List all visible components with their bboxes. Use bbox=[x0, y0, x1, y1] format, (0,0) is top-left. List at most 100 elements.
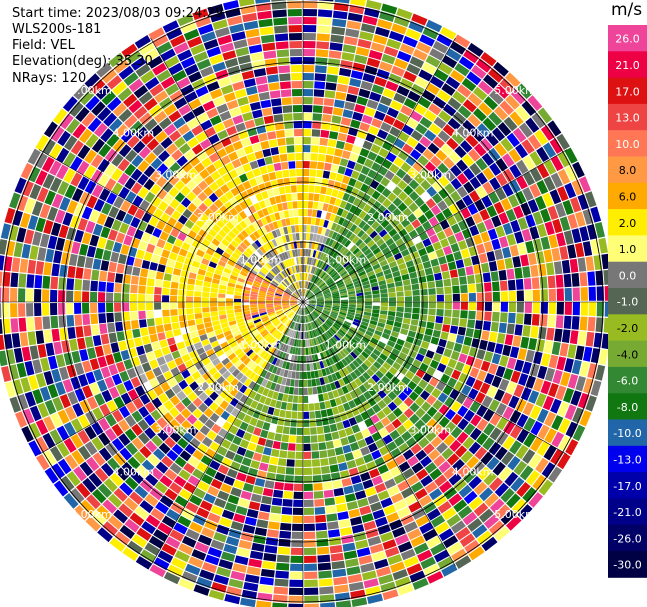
velocity-gate bbox=[242, 289, 251, 294]
velocity-gate bbox=[331, 309, 339, 314]
velocity-gate bbox=[552, 218, 563, 234]
velocity-gate bbox=[500, 509, 516, 525]
velocity-gate bbox=[412, 307, 420, 314]
velocity-gate bbox=[268, 364, 275, 373]
colorbar-cell bbox=[608, 103, 647, 131]
velocity-gate bbox=[301, 289, 303, 297]
velocity-gate bbox=[254, 320, 262, 327]
velocity-gate bbox=[438, 175, 450, 187]
velocity-gate bbox=[357, 439, 367, 449]
velocity-gate bbox=[332, 298, 340, 301]
velocity-gate bbox=[319, 315, 326, 322]
velocity-gate bbox=[282, 297, 290, 300]
velocity-gate bbox=[311, 379, 317, 387]
velocity-gate bbox=[158, 442, 171, 455]
velocity-gate bbox=[303, 395, 309, 403]
velocity-gate bbox=[200, 119, 213, 131]
velocity-gate bbox=[516, 175, 528, 190]
velocity-gate bbox=[308, 299, 316, 301]
velocity-gate bbox=[420, 308, 428, 315]
velocity-gate bbox=[319, 377, 325, 386]
velocity-gate bbox=[398, 366, 408, 375]
velocity-gate bbox=[334, 198, 342, 207]
velocity-gate bbox=[472, 86, 488, 101]
velocity-gate bbox=[77, 176, 90, 191]
velocity-gate bbox=[273, 114, 284, 123]
velocity-gate bbox=[388, 302, 396, 307]
velocity-gate bbox=[348, 233, 357, 242]
velocity-gate bbox=[47, 355, 58, 370]
velocity-gate bbox=[408, 202, 419, 213]
velocity-gate bbox=[210, 478, 223, 490]
velocity-gate bbox=[222, 118, 235, 129]
velocity-gate bbox=[238, 464, 250, 475]
velocity-gate bbox=[263, 447, 272, 456]
velocity-gate bbox=[232, 330, 241, 337]
velocity-gate bbox=[262, 42, 276, 52]
velocity-gate bbox=[193, 51, 209, 63]
velocity-gate bbox=[133, 337, 143, 347]
velocity-gate bbox=[366, 57, 381, 68]
velocity-gate bbox=[282, 394, 289, 402]
velocity-gate bbox=[169, 395, 181, 406]
velocity-gate bbox=[371, 374, 381, 383]
velocity-gate bbox=[374, 482, 387, 494]
velocity-gate bbox=[144, 152, 157, 165]
velocity-gate bbox=[119, 482, 133, 496]
velocity-gate bbox=[550, 172, 563, 188]
velocity-gate bbox=[141, 459, 155, 473]
velocity-gate bbox=[285, 410, 292, 419]
velocity-gate bbox=[359, 505, 372, 516]
velocity-gate bbox=[162, 20, 179, 33]
velocity-gate bbox=[490, 271, 499, 282]
velocity-gate bbox=[291, 531, 303, 539]
velocity-gate bbox=[558, 435, 572, 452]
velocity-gate bbox=[352, 111, 364, 122]
velocity-gate bbox=[303, 347, 306, 355]
velocity-gate bbox=[186, 314, 195, 321]
velocity-gate bbox=[435, 149, 448, 162]
velocity-gate bbox=[355, 238, 363, 247]
velocity-gate bbox=[227, 243, 236, 252]
velocity-gate bbox=[313, 267, 318, 275]
velocity-gate bbox=[312, 105, 323, 113]
velocity-gate bbox=[354, 137, 365, 147]
velocity-gate bbox=[547, 120, 562, 137]
velocity-gate bbox=[324, 162, 332, 171]
velocity-gate bbox=[585, 395, 597, 412]
velocity-gate bbox=[355, 333, 363, 340]
velocity-gate bbox=[274, 277, 281, 284]
velocity-gate bbox=[456, 186, 468, 198]
velocity-gate bbox=[412, 48, 428, 61]
velocity-gate bbox=[134, 485, 149, 499]
velocity-gate bbox=[120, 392, 132, 405]
velocity-gate bbox=[274, 296, 282, 299]
velocity-gate bbox=[346, 134, 356, 144]
velocity-gate bbox=[226, 298, 234, 302]
velocity-gate bbox=[418, 379, 428, 390]
velocity-gate bbox=[337, 315, 345, 321]
velocity-gate bbox=[34, 289, 42, 302]
velocity-gate bbox=[86, 195, 98, 209]
velocity-gate bbox=[111, 153, 124, 167]
velocity-gate bbox=[134, 208, 145, 220]
velocity-gate bbox=[498, 269, 507, 281]
velocity-gate bbox=[225, 349, 234, 357]
velocity-gate bbox=[268, 521, 280, 530]
velocity-gate bbox=[386, 412, 397, 423]
velocity-gate bbox=[404, 223, 415, 233]
velocity-gate bbox=[585, 331, 595, 347]
velocity-gate bbox=[78, 445, 91, 461]
velocity-gate bbox=[299, 281, 302, 289]
velocity-gate bbox=[457, 505, 473, 519]
velocity-gate bbox=[476, 283, 484, 293]
velocity-gate bbox=[326, 408, 334, 417]
velocity-gate bbox=[321, 227, 327, 236]
velocity-gate bbox=[339, 309, 347, 314]
velocity-gate bbox=[51, 193, 64, 209]
velocity-gate bbox=[318, 260, 324, 269]
velocity-gate bbox=[241, 589, 257, 600]
velocity-gate bbox=[51, 263, 60, 277]
velocity-gate bbox=[368, 49, 383, 61]
velocity-gate bbox=[414, 488, 428, 500]
